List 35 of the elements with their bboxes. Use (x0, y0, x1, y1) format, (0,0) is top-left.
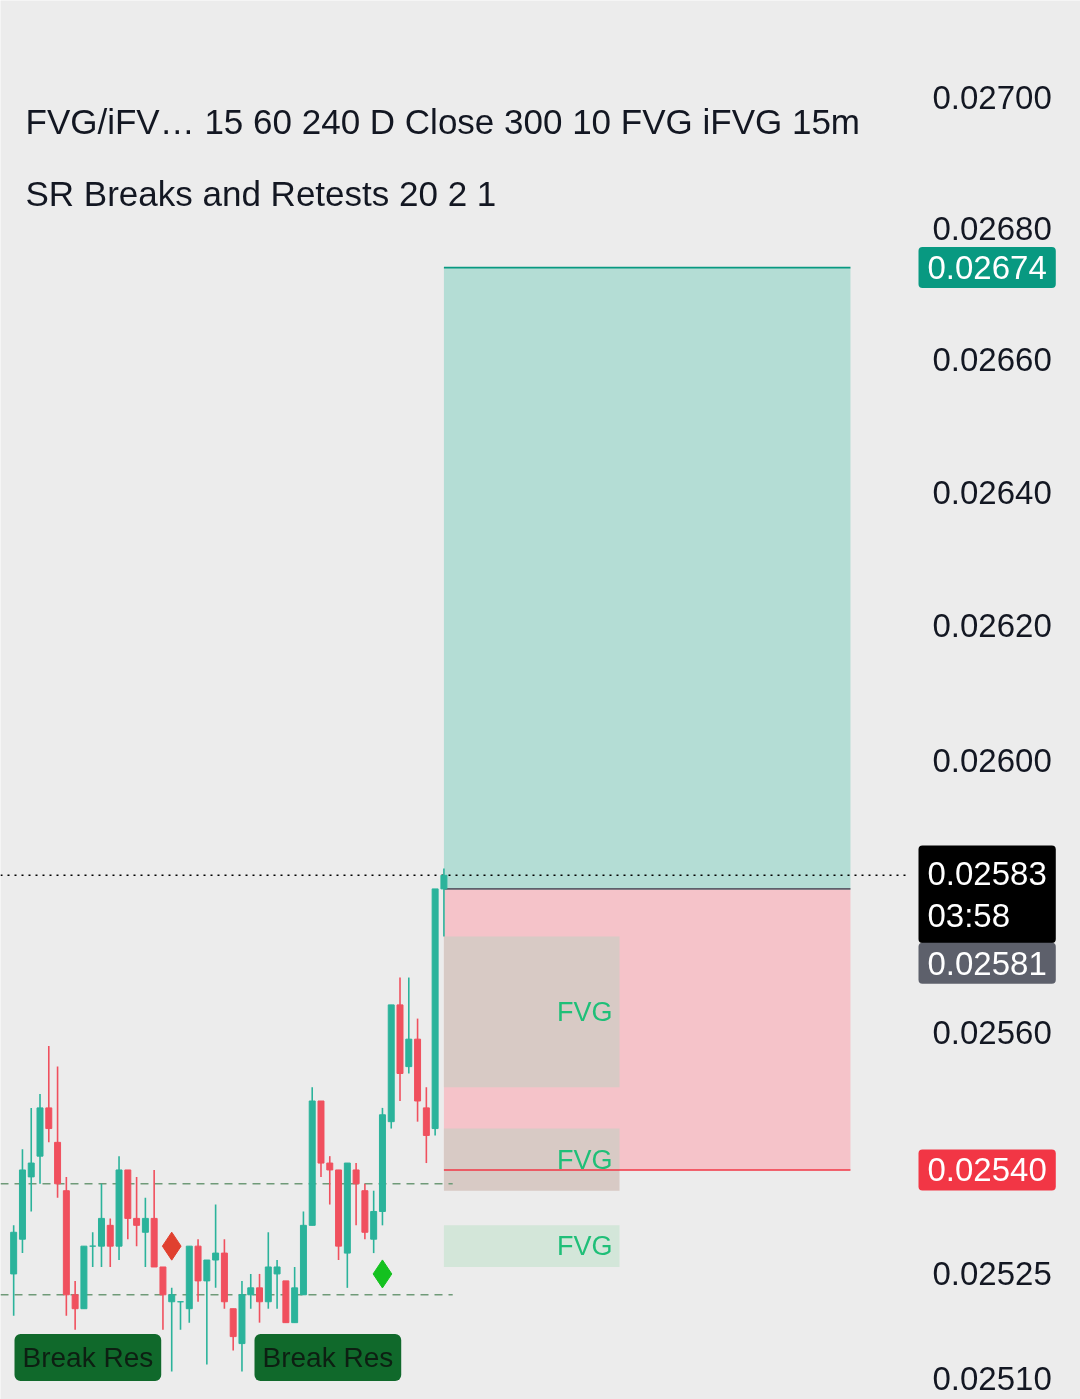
ref-line-label: 0.02583 03:58 (927, 854, 1047, 935)
candlestick (45, 1045, 53, 1144)
text: SR Breaks and Retests 20 2 1 (25, 174, 497, 213)
annotation: Break Res (22, 1342, 154, 1373)
y-tick-label: 0.02600 (932, 741, 1052, 779)
candlestick (247, 1273, 255, 1310)
y-tick-label: 0.02680 (932, 209, 1052, 247)
y-tick-label: 0.02620 (932, 607, 1052, 645)
band-label: FVG (557, 1144, 613, 1175)
candlestick (133, 1176, 141, 1247)
candlestick (106, 1217, 114, 1268)
candlestick (212, 1203, 220, 1289)
y-tick-label: 0.02525 (932, 1255, 1052, 1293)
candlestick (141, 1196, 149, 1268)
band-label: FVG (557, 996, 613, 1027)
candlestick (71, 1280, 79, 1331)
y-tick-label: 0.02700 (932, 79, 1052, 117)
y-tick-label: 0.02640 (932, 473, 1052, 511)
text: FVG/iFV… 15 60 240 D Close 300 10 FVG iFVG 15m (25, 102, 861, 141)
band-label: FVG (557, 1231, 613, 1262)
ref-line-label: 0.02581 (927, 944, 1047, 982)
candlestick (326, 1155, 334, 1206)
y-tick-label: 0.02510 (932, 1360, 1052, 1398)
candlestick (203, 1259, 211, 1366)
y-tick-label: 0.02660 (932, 341, 1052, 379)
annotation: Break Res (262, 1342, 394, 1373)
candlestick (352, 1162, 360, 1227)
candlestick (89, 1231, 97, 1268)
candlestick (256, 1273, 264, 1324)
y-tick-label: 0.02560 (932, 1013, 1052, 1051)
ref-line-label: 0.02674 (927, 249, 1047, 287)
candlestick (168, 1287, 176, 1373)
candlestick (440, 867, 448, 938)
ref-line-label: 0.02540 (927, 1151, 1047, 1189)
candlestick (27, 1107, 35, 1213)
